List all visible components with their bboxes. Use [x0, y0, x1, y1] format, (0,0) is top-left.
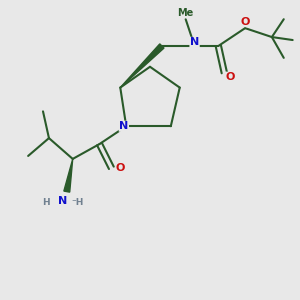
Text: O: O [226, 72, 235, 82]
Text: ⁻H: ⁻H [71, 197, 83, 206]
Text: N: N [119, 121, 128, 131]
Text: H: H [42, 197, 50, 206]
Text: O: O [116, 163, 125, 173]
Text: Me: Me [178, 8, 194, 18]
Polygon shape [64, 159, 73, 192]
Polygon shape [120, 44, 164, 88]
Text: N: N [58, 196, 67, 206]
Text: O: O [240, 16, 250, 27]
Text: N: N [190, 38, 199, 47]
